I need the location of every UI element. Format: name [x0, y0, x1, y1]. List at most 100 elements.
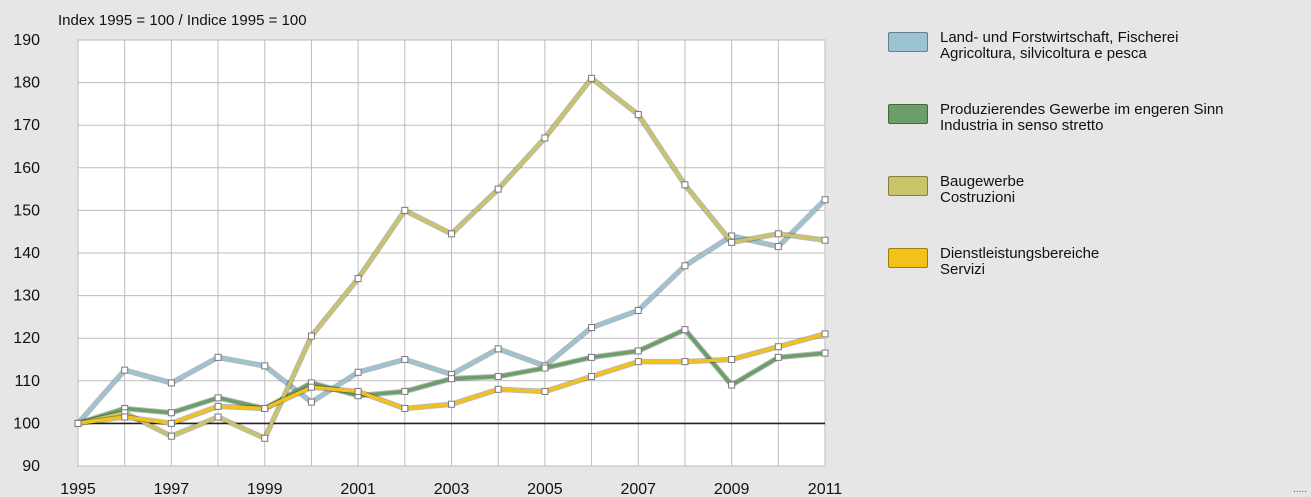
data-point [121, 413, 129, 421]
data-point [728, 356, 736, 363]
legend-swatch-agriculture [888, 32, 928, 52]
data-point [354, 387, 362, 395]
data-point [541, 364, 549, 372]
data-point [307, 332, 315, 340]
legend-item-industry: Produzierendes Gewerbe im engeren Sinn I… [888, 102, 1224, 174]
data-point [541, 387, 549, 395]
legend: Land- und Forstwirtschaft, Fischerei Agr… [888, 30, 1224, 318]
legend-label-it: Servizi [940, 261, 986, 278]
y-tick-label: 110 [14, 373, 40, 390]
y-tick-label: 100 [13, 415, 40, 432]
series-3 [74, 330, 829, 427]
x-tick-label: 2001 [340, 481, 376, 497]
data-point [261, 362, 269, 370]
data-point [588, 373, 596, 381]
data-point [401, 404, 409, 412]
series-0 [74, 196, 829, 427]
data-point [681, 326, 689, 334]
data-point [634, 358, 642, 366]
x-tick-label: 2011 [808, 481, 843, 497]
data-point [541, 134, 549, 142]
legend-label-it: Costruzioni [940, 189, 1016, 206]
data-point [401, 356, 409, 363]
data-point [261, 404, 269, 412]
data-point [307, 398, 315, 406]
data-point [448, 400, 455, 408]
legend-swatch-construction [888, 176, 928, 196]
data-point [214, 394, 222, 402]
data-point [74, 419, 82, 427]
data-point [728, 381, 736, 389]
data-point [634, 111, 642, 119]
legend-label-de: Land- und Forstwirtschaft, Fischerei [940, 29, 1179, 46]
x-tick-label: 1995 [60, 481, 96, 497]
data-point [681, 262, 689, 270]
y-tick-label: 120 [13, 330, 40, 347]
legend-item-agriculture: Land- und Forstwirtschaft, Fischerei Agr… [888, 30, 1224, 102]
data-point [774, 343, 782, 351]
data-point [448, 375, 455, 383]
legend-label-it: Agricoltura, silvicoltura e pesca [940, 45, 1147, 62]
data-point [494, 345, 502, 353]
data-point [167, 419, 175, 427]
data-point [588, 74, 596, 82]
legend-label-it: Industria in senso stretto [940, 117, 1104, 134]
y-tick-label: 90 [22, 458, 40, 475]
grid [77, 39, 826, 467]
data-point [588, 353, 596, 361]
data-point [821, 330, 829, 338]
y-tick-label: 170 [13, 117, 40, 134]
data-point [354, 275, 362, 283]
data-point [774, 353, 782, 361]
data-point [167, 432, 175, 440]
x-axis-labels: 1995 1997 1999 2001 2003 2005 2007 2009 2011 [60, 481, 842, 497]
legend-swatch-services [888, 248, 928, 268]
x-tick-label: 2003 [434, 481, 470, 497]
data-point [214, 402, 222, 410]
data-point [214, 413, 222, 421]
data-point [448, 230, 455, 238]
data-point [214, 353, 222, 361]
data-point [681, 358, 689, 366]
data-point [588, 324, 596, 332]
y-axis-labels: 90 100 110 120 130 140 150 160 170 180 190 [13, 32, 40, 475]
legend-item-construction: Baugewerbe Costruzioni [888, 174, 1224, 246]
data-point [821, 196, 829, 204]
y-tick-label: 190 [13, 32, 40, 49]
y-tick-label: 160 [13, 160, 40, 177]
data-point [774, 230, 782, 238]
x-tick-label: 1999 [247, 481, 283, 497]
legend-label-de: Produzierendes Gewerbe im engeren Sinn [940, 101, 1224, 118]
data-point [821, 349, 829, 357]
data-point [167, 409, 175, 417]
y-tick-label: 130 [13, 288, 40, 305]
legend-item-services: Dienstleistungsbereiche Servizi [888, 246, 1224, 318]
footer-dots: ..... [1293, 484, 1307, 495]
data-point [307, 383, 315, 391]
y-tick-label: 150 [13, 202, 40, 219]
data-point [681, 181, 689, 189]
x-tick-label: 1997 [154, 481, 190, 497]
data-point [494, 373, 502, 381]
x-tick-label: 2007 [620, 481, 656, 497]
data-point [167, 379, 175, 387]
data-point [634, 307, 642, 315]
data-point [121, 366, 129, 374]
y-tick-label: 180 [13, 75, 40, 92]
series-layer [74, 74, 829, 442]
x-tick-label: 2005 [527, 481, 563, 497]
data-point [634, 347, 642, 355]
y-tick-label: 140 [13, 245, 40, 262]
legend-label-de: Baugewerbe [940, 173, 1025, 190]
legend-swatch-industry [888, 104, 928, 124]
data-point [821, 236, 829, 244]
series-1 [74, 326, 829, 427]
data-point [354, 368, 362, 376]
data-point [401, 387, 409, 395]
data-point [494, 385, 502, 393]
legend-label-de: Dienstleistungsbereiche [940, 245, 1100, 262]
data-point [774, 243, 782, 251]
data-point [728, 238, 736, 246]
x-tick-label: 2009 [714, 481, 750, 497]
